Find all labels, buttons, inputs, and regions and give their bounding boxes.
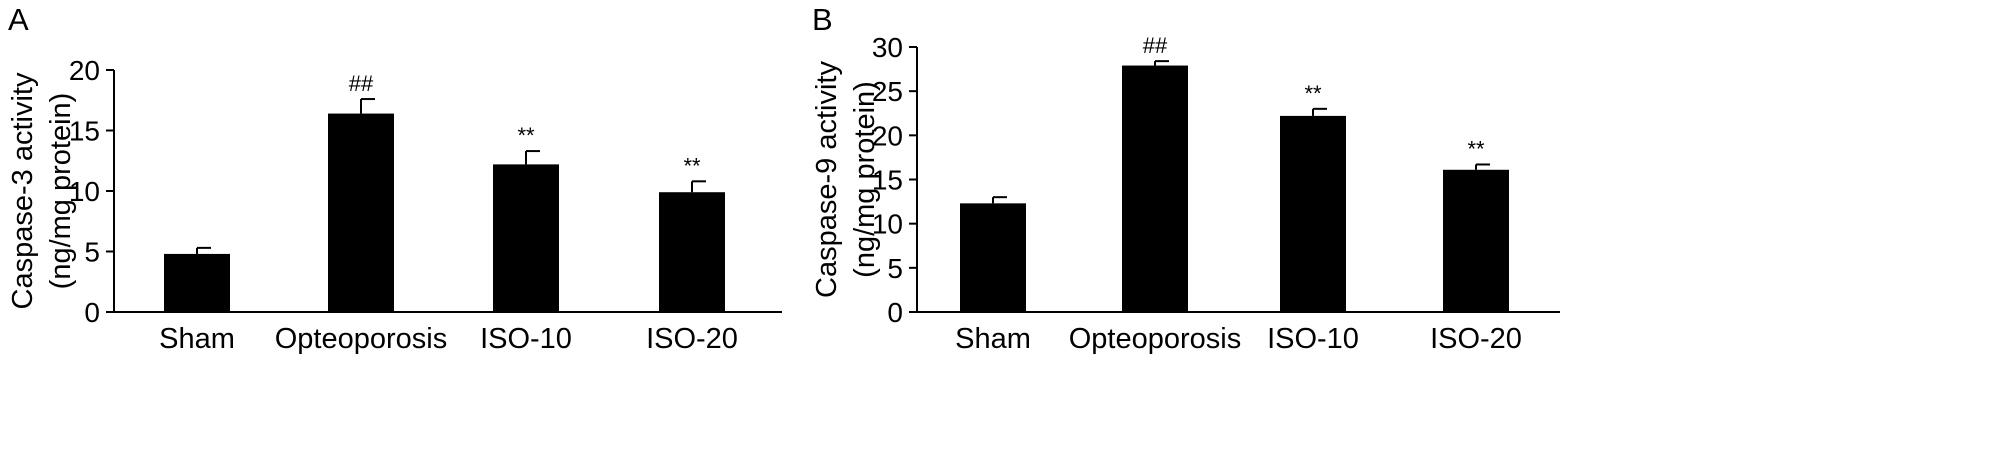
y-tick-label: 5 [84, 237, 100, 268]
x-tick-label: ISO-10 [480, 323, 572, 355]
y-tick-label: 10 [69, 176, 100, 207]
bar-iso-10 [1280, 115, 1346, 313]
y-tick-label: 25 [872, 76, 903, 107]
x-tick-label: Opteoporosis [1069, 323, 1242, 355]
bar-sham [164, 253, 230, 312]
significance-label: ## [349, 71, 374, 96]
y-tick-label: 0 [84, 297, 100, 328]
y-tick-label: 20 [69, 55, 100, 86]
y-axis-title-line: (ng/mg protein) [849, 81, 881, 278]
panel-letter: A [8, 2, 29, 37]
y-axis-title-line: Caspase-9 activity [811, 61, 843, 298]
significance-label: ** [1304, 81, 1322, 106]
x-tick-label: ISO-10 [1267, 323, 1359, 355]
significance-label: ** [683, 153, 701, 178]
significance-label: ** [1467, 136, 1485, 161]
x-tick-label: Sham [955, 323, 1031, 355]
y-tick-label: 10 [872, 209, 903, 240]
y-tick-label: 5 [887, 253, 903, 284]
y-tick-label: 15 [872, 165, 903, 196]
chart-panel-a: A Caspase-3 activity (ng/mg protein)0 5 10 15… [7, 2, 782, 355]
y-axis-title-line: Caspase-3 activity [7, 72, 39, 309]
chart-panel-b: B Caspase-9 activity (ng/mg protein)0 5 10 15… [811, 2, 1560, 355]
bar-opteoporosis [328, 113, 394, 312]
significance-label: ## [1143, 33, 1168, 58]
x-tick-label: Opteoporosis [275, 323, 448, 355]
x-tick-label: Sham [159, 323, 235, 355]
y-tick-label: 20 [872, 120, 903, 151]
bar-opteoporosis [1122, 65, 1188, 312]
x-tick-label: ISO-20 [1430, 323, 1522, 355]
bar-iso-20 [659, 192, 725, 312]
x-tick-label: ISO-20 [646, 323, 738, 355]
y-tick-label: 15 [69, 116, 100, 147]
bar-iso-20 [1443, 169, 1509, 312]
y-axis-title-line: (ng/mg protein) [45, 93, 77, 290]
y-tick-label: 0 [887, 297, 903, 328]
significance-label: ** [517, 123, 535, 148]
bar-iso-10 [493, 164, 559, 312]
bar-sham [960, 203, 1026, 312]
y-tick-label: 30 [872, 32, 903, 63]
panel-letter: B [812, 2, 833, 37]
